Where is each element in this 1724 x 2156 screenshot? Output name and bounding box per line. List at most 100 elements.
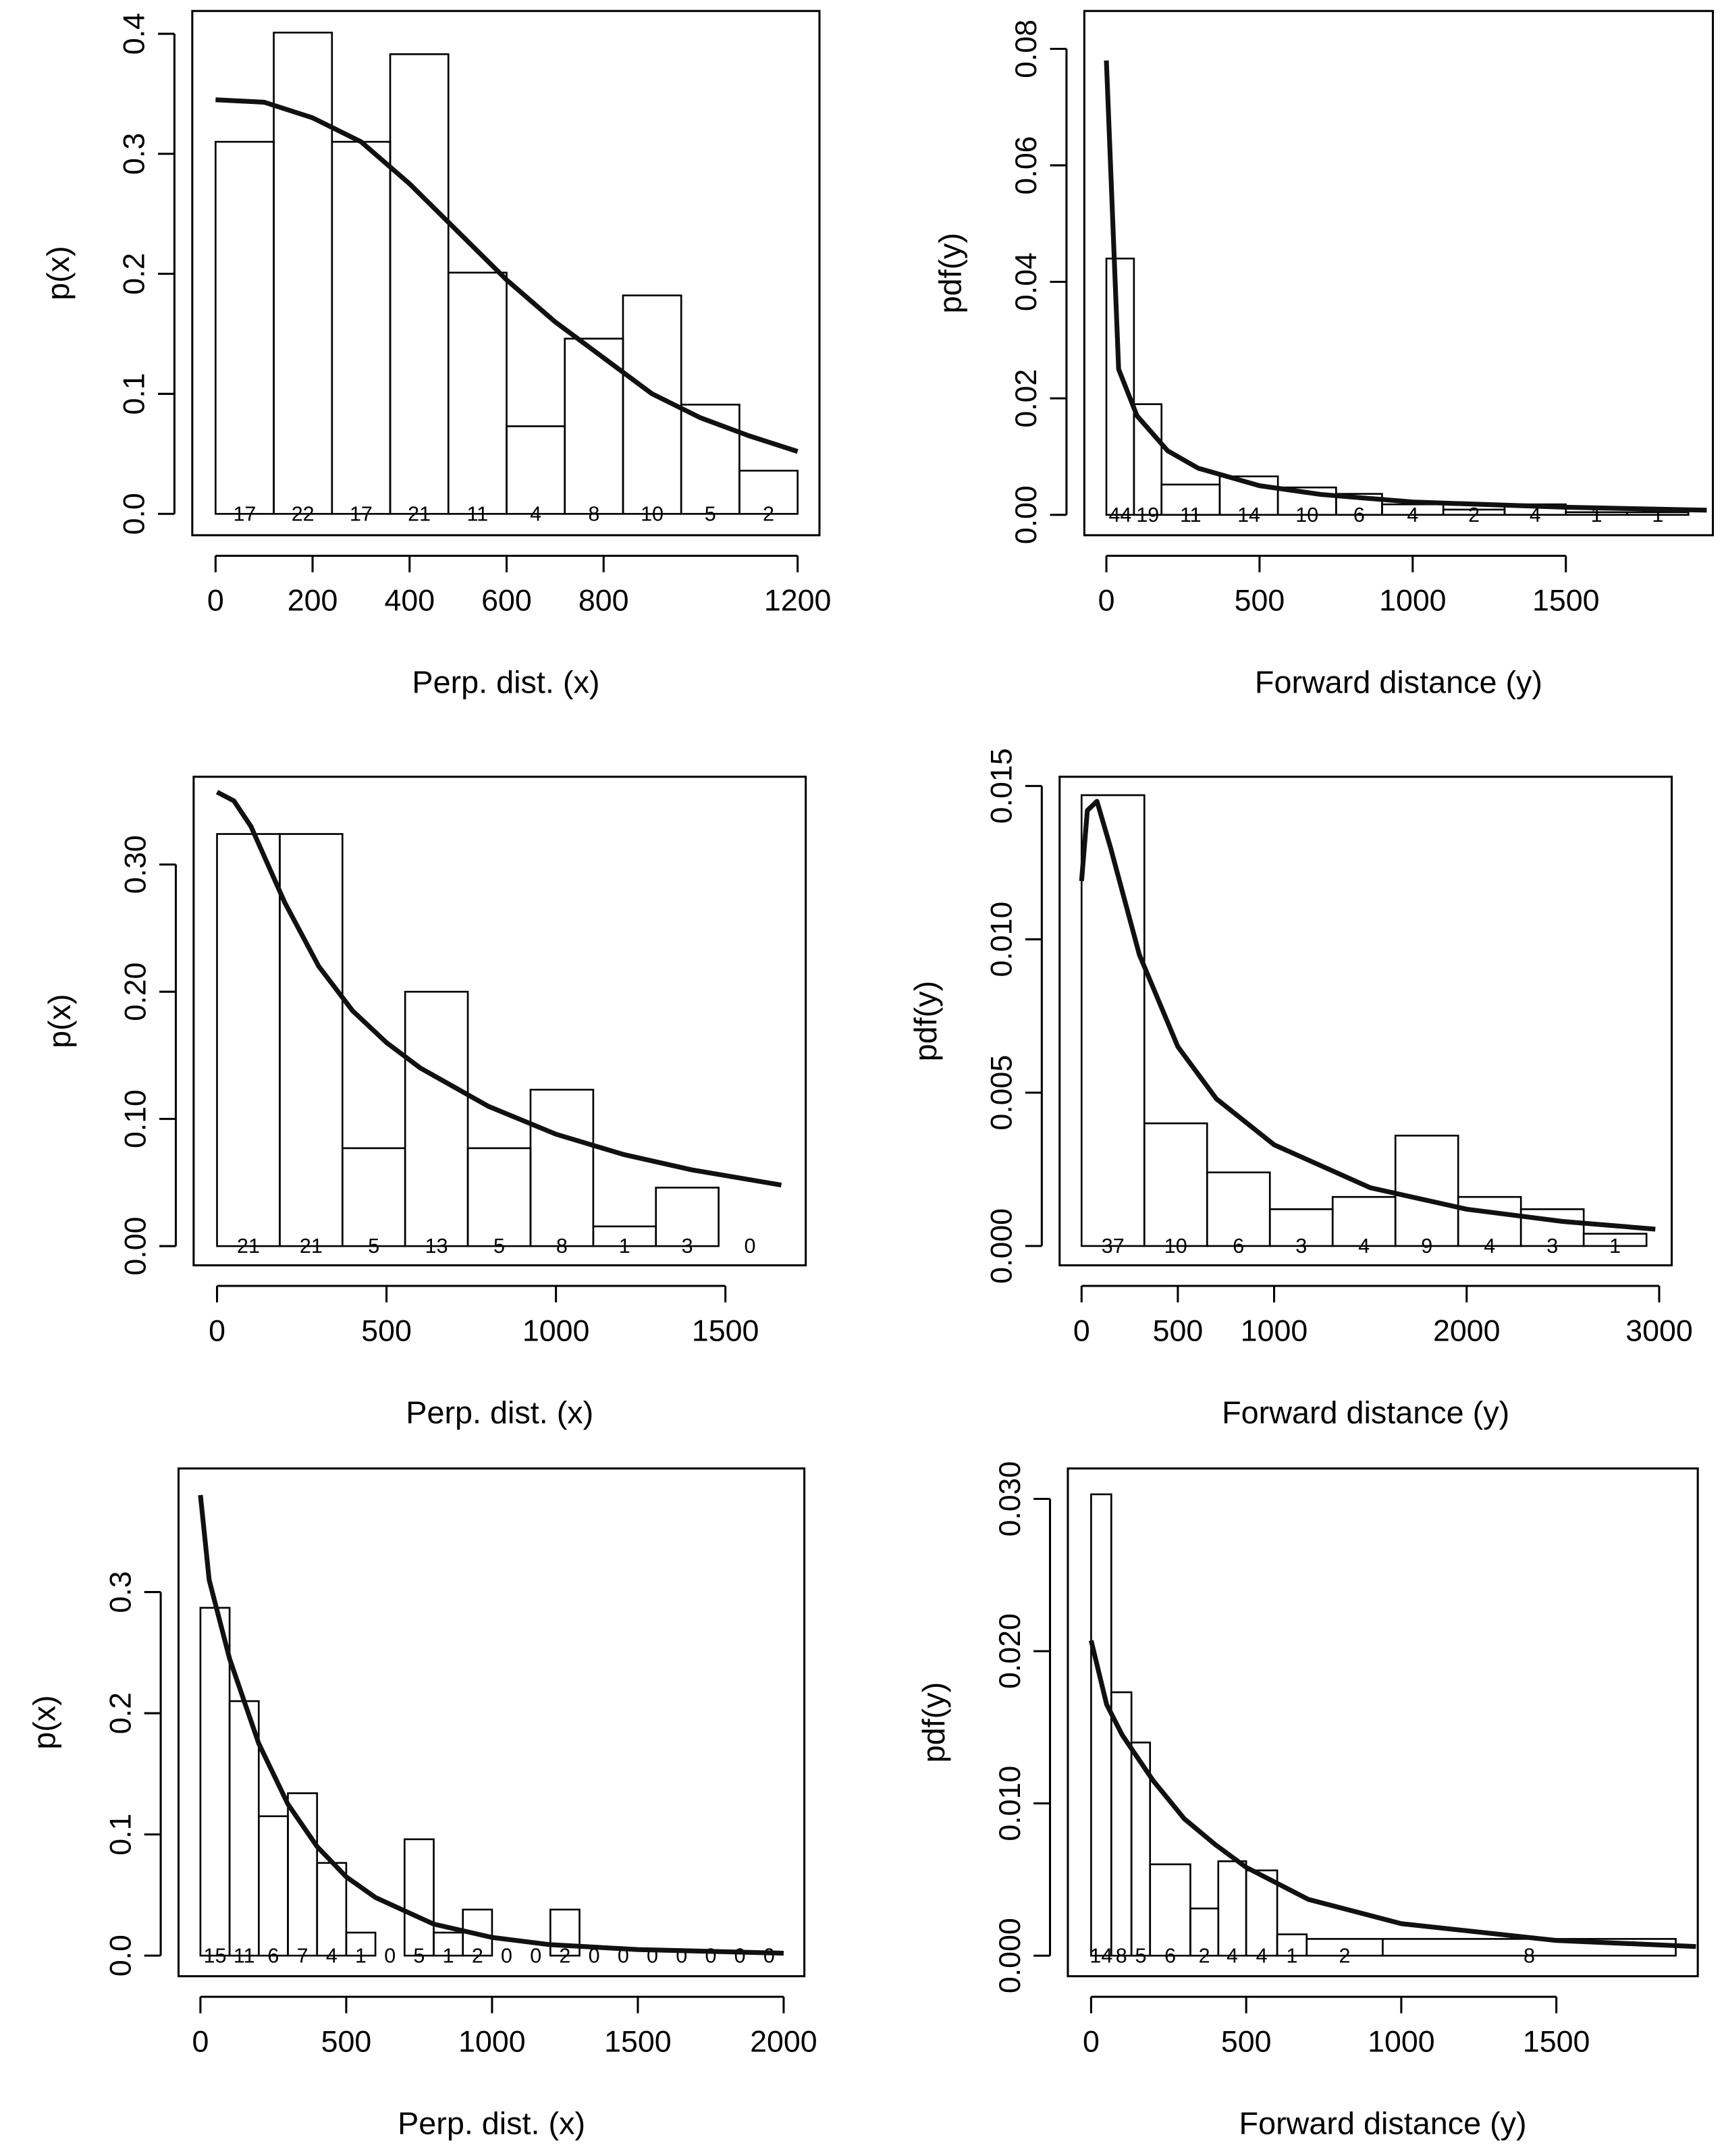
y-axis-label: p(x) — [41, 246, 76, 300]
bar-count: 15 — [204, 1944, 227, 1967]
bar — [680, 404, 740, 515]
y-tick-label: 0.030 — [994, 1461, 1027, 1537]
x-tick-label: 1500 — [1532, 585, 1599, 618]
bar-count: 21 — [300, 1235, 323, 1258]
bar — [506, 425, 566, 515]
y-tick-label: 0.000 — [994, 1918, 1027, 1993]
bar-count: 4 — [326, 1944, 338, 1967]
x-tick-label: 1000 — [1241, 1314, 1308, 1347]
x-tick-label: 500 — [1235, 585, 1285, 618]
x-tick-label: 500 — [361, 1314, 412, 1347]
bar-count: 11 — [1180, 504, 1202, 527]
bar-count: 4 — [1227, 1944, 1238, 1967]
bar-count: 5 — [705, 502, 716, 525]
bar-count: 2 — [559, 1944, 570, 1967]
bar — [1217, 1860, 1247, 1957]
bar-count: 0 — [530, 1944, 541, 1967]
bar-count: 6 — [1233, 1235, 1244, 1258]
bar-count: 8 — [1116, 1944, 1127, 1967]
bar-count: 6 — [267, 1944, 279, 1967]
y-axis-label: pdf(y) — [916, 1682, 951, 1763]
bar-count: 4 — [1484, 1235, 1495, 1258]
bar-count: 2 — [1199, 1944, 1210, 1967]
x-tick-label: 0 — [1098, 585, 1115, 618]
y-axis-label: p(x) — [42, 994, 77, 1048]
y-tick-label: 0.4 — [118, 13, 151, 55]
bar-count: 1 — [443, 1944, 454, 1967]
bar — [1130, 1742, 1152, 1957]
y-tick-label: 0.000 — [986, 1208, 1019, 1284]
x-axis-label: Perp. dist. (x) — [412, 665, 599, 700]
bar-count: 5 — [368, 1235, 379, 1258]
bar-count: 2 — [1468, 504, 1480, 527]
bar-count: 0 — [745, 1235, 756, 1258]
y-tick-label: 0.0 — [104, 1935, 137, 1976]
bar-count: 17 — [233, 502, 256, 525]
x-axis-label: Forward distance (y) — [1239, 2105, 1527, 2140]
bar-count: 37 — [1102, 1235, 1125, 1258]
bar-count: 0 — [734, 1944, 746, 1967]
bar-count: 13 — [425, 1235, 448, 1258]
y-tick-label: 0.10 — [119, 1089, 153, 1148]
bar-count: 1 — [1286, 1944, 1297, 1967]
bar-count: 14 — [1237, 504, 1260, 527]
bar-count: 17 — [350, 502, 373, 525]
bar-count: 44 — [1108, 504, 1131, 527]
y-tick-label: 0.20 — [119, 963, 153, 1021]
y-tick-label: 0.00 — [1010, 485, 1043, 544]
bar-count: 3 — [682, 1235, 693, 1258]
bar-count: 21 — [408, 502, 431, 525]
bar-count: 0 — [384, 1944, 396, 1967]
y-tick-label: 0.2 — [118, 253, 151, 295]
bar-count: 7 — [297, 1944, 308, 1967]
x-axis-label: Forward distance (y) — [1255, 665, 1542, 700]
plot-frame — [1083, 9, 1715, 537]
y-tick-label: 0.005 — [986, 1055, 1019, 1131]
bar-count: 5 — [1135, 1944, 1146, 1967]
x-tick-label: 1000 — [458, 2025, 525, 2058]
x-tick-label: 0 — [1083, 2025, 1100, 2058]
fitted-curve — [198, 1494, 784, 1956]
bar-count: 19 — [1136, 504, 1159, 527]
bar — [1582, 1233, 1648, 1247]
bar — [273, 31, 333, 515]
bar — [331, 140, 392, 515]
x-tick-label: 1000 — [1368, 2025, 1434, 2058]
x-tick-label: 2000 — [1433, 1314, 1500, 1347]
bar-count: 0 — [501, 1944, 512, 1967]
y-tick-label: 0.2 — [104, 1692, 137, 1734]
bar — [345, 1931, 377, 1957]
x-tick-label: 0 — [209, 1314, 225, 1347]
bar — [1105, 257, 1135, 516]
y-tick-label: 0.010 — [994, 1766, 1027, 1841]
x-tick-label: 1500 — [692, 1314, 759, 1347]
bar — [447, 271, 508, 515]
bar-count: 10 — [1164, 1235, 1187, 1258]
y-tick-label: 0.30 — [119, 835, 153, 894]
bar-count: 10 — [1295, 504, 1318, 527]
y-tick-label: 0.04 — [1010, 252, 1043, 311]
bar — [287, 1792, 319, 1957]
bar-count: 1 — [355, 1944, 367, 1967]
y-axis-label: pdf(y) — [932, 233, 967, 314]
y-tick-label: 0.02 — [1010, 369, 1043, 428]
y-axis-label: p(x) — [27, 1695, 62, 1750]
x-tick-label: 500 — [1221, 2025, 1272, 2058]
x-tick-label: 0 — [1073, 1314, 1090, 1347]
bar-count: 11 — [234, 1944, 255, 1967]
y-tick-label: 0.3 — [118, 133, 151, 175]
bar-count: 6 — [1353, 504, 1365, 527]
bar — [738, 469, 799, 515]
bar — [1245, 1869, 1278, 1957]
y-tick-label: 0.0 — [118, 493, 151, 535]
x-tick-label: 3000 — [1625, 1314, 1692, 1347]
x-tick-label: 500 — [321, 2025, 372, 2058]
x-tick-label: 200 — [288, 585, 338, 618]
y-tick-label: 0.015 — [986, 748, 1019, 824]
bar-count: 2 — [472, 1944, 483, 1967]
fitted-curve — [215, 790, 782, 1188]
bar-count: 1 — [1609, 1235, 1621, 1258]
